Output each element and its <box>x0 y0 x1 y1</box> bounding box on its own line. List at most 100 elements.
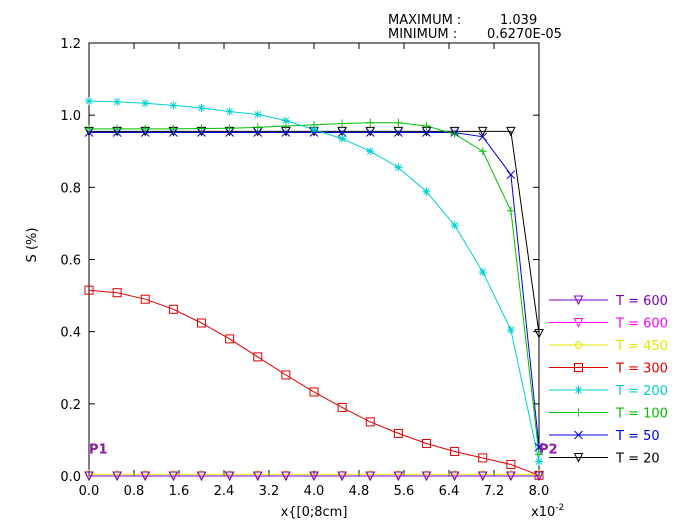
data-point <box>450 221 459 230</box>
data-point <box>506 206 515 215</box>
data-point <box>168 469 179 479</box>
data-point <box>84 285 94 295</box>
data-point <box>449 126 460 137</box>
x-tick-label: 4.0 <box>304 484 325 499</box>
x-tick-label: 0.0 <box>79 484 100 499</box>
data-point <box>450 129 459 138</box>
y-tick-label: 0.4 <box>60 326 81 341</box>
data-point <box>310 125 318 134</box>
data-point <box>224 469 235 479</box>
data-point <box>309 387 319 397</box>
data-point <box>253 469 263 479</box>
data-point <box>393 469 404 479</box>
data-point <box>366 118 375 127</box>
x-multiplier-base: x10 <box>531 505 555 520</box>
legend-label: T = 200 <box>615 384 668 399</box>
data-point <box>281 370 291 380</box>
data-point <box>309 471 319 482</box>
x-tick-label: 4.8 <box>349 484 370 499</box>
legend-label: T = 600 <box>615 317 668 332</box>
data-point <box>309 469 319 479</box>
maximum-label: MAXIMUM : <box>388 13 461 28</box>
legend-label: T = 450 <box>615 339 668 354</box>
minimum-label: MINIMUM : <box>388 27 457 42</box>
data-point <box>281 469 291 479</box>
data-point <box>112 288 122 298</box>
legend-marker <box>574 386 583 394</box>
data-point <box>197 318 206 328</box>
series-line-4 <box>88 289 540 476</box>
data-point <box>477 471 488 482</box>
data-point <box>140 469 150 479</box>
data-point <box>506 126 516 137</box>
data-point <box>281 128 291 137</box>
data-point <box>506 459 516 469</box>
legend-label: T = 20 <box>615 452 660 467</box>
data-point <box>225 107 234 116</box>
data-point <box>534 471 544 482</box>
data-point <box>365 469 375 479</box>
legend-label: T = 50 <box>615 429 660 444</box>
data-point <box>252 471 263 482</box>
data-point <box>421 471 432 482</box>
legend-item: T = 600 <box>549 317 668 332</box>
data-point <box>365 128 375 137</box>
data-point <box>253 352 263 362</box>
data-point <box>506 469 516 479</box>
legend-marker <box>573 318 584 328</box>
data-point <box>394 118 403 127</box>
data-point <box>366 147 375 156</box>
data-point <box>422 187 431 196</box>
x-tick-label: 2.4 <box>214 484 235 499</box>
data-point <box>478 469 488 479</box>
data-point <box>393 471 404 482</box>
x-axis-label: x{[0;8cm] <box>281 505 348 520</box>
legend-item: T = 300 <box>549 362 668 377</box>
data-point <box>225 128 234 137</box>
data-point <box>338 134 347 143</box>
y-tick-label: 1.2 <box>60 37 81 52</box>
data-point <box>506 325 515 334</box>
annotation-label: P1 <box>89 442 108 457</box>
data-point <box>225 334 235 344</box>
x-tick-label: 6.4 <box>439 484 460 499</box>
x-tick-label: 8.0 <box>529 484 550 499</box>
maximum-value: 1.039 <box>500 13 537 28</box>
data-point <box>449 471 460 482</box>
data-point <box>365 417 375 427</box>
legend-label: T = 600 <box>615 294 668 309</box>
data-point <box>478 147 487 156</box>
x-tick-label: 7.2 <box>484 484 505 499</box>
series-line-5 <box>88 100 540 462</box>
data-point <box>168 471 179 482</box>
data-point <box>224 471 235 482</box>
series-line-7 <box>89 132 540 448</box>
data-point <box>197 103 206 112</box>
x-tick-label: 5.6 <box>394 484 415 499</box>
data-point <box>450 446 460 456</box>
data-point <box>140 471 151 482</box>
legend-item: T = 50 <box>549 429 660 444</box>
legend-marker <box>574 430 583 440</box>
data-point <box>365 126 376 137</box>
data-point <box>112 471 122 482</box>
y-tick-label: 0.8 <box>60 181 81 196</box>
y-tick-label: 1.0 <box>60 109 81 124</box>
data-point <box>85 97 93 106</box>
legend-item: T = 200 <box>549 384 668 399</box>
data-point <box>337 471 347 482</box>
legend-item: T = 100 <box>549 407 668 422</box>
data-point <box>140 294 150 304</box>
data-point <box>535 457 543 466</box>
legend-marker <box>573 453 584 463</box>
data-point <box>393 126 404 137</box>
annotation-label: P2 <box>539 442 558 457</box>
data-point <box>141 99 150 108</box>
y-tick-label: 0.2 <box>60 398 81 413</box>
y-axis-label: S (%) <box>25 228 40 263</box>
data-point <box>477 126 488 137</box>
data-point <box>394 128 403 137</box>
data-point <box>253 123 262 132</box>
x-multiplier: x10-2 <box>531 503 564 520</box>
